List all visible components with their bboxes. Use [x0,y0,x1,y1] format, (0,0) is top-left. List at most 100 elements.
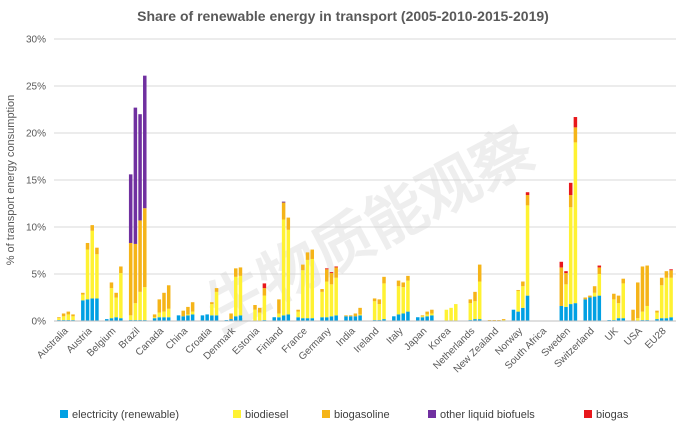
legend-label: other liquid biofuels [440,409,535,421]
bar-segment [205,314,209,321]
bar-segment [81,294,85,301]
bar-segment [568,207,573,305]
bar-segment [325,317,329,321]
bar-segment [525,195,530,206]
bar-segment [176,315,181,321]
bar-segment [166,317,171,321]
bar-segment [109,318,114,321]
bar-segment [253,305,257,310]
bar-segment [588,295,592,298]
bar-segment [157,312,162,318]
bar-segment [320,291,324,318]
bar-segment [525,192,530,196]
y-tick-labels: 0% 5% 10% 15% 20% 25% 30% [26,35,46,328]
bar-segment [281,315,286,321]
bar-segment [358,314,362,316]
bar-segment [296,311,300,318]
bar-segment [296,317,300,321]
bar-segment [430,313,434,316]
bar-segment [597,295,602,321]
bar-segment [477,319,482,321]
bar-segment [406,311,410,321]
bar-segment [473,301,477,320]
bar-segment [66,314,71,321]
bar-segment [238,267,243,276]
bar-segment [516,289,520,291]
bar-segment [229,319,233,321]
bar-segment [372,298,377,302]
bar-segment [162,292,166,312]
bar-segment [645,265,649,306]
bar-segment [645,305,649,321]
bar-segment [616,303,621,319]
x-tick-label: EU28 [643,326,669,352]
bar-segment [396,280,401,287]
bars [57,75,673,321]
chart-title: Share of renewable energy in transport (… [137,8,549,24]
bar-segment [186,315,190,321]
bar-segment [659,318,664,321]
bar-segment [406,275,410,281]
y-axis-label: % of transport energy consumption [5,95,17,266]
bar-segment [234,316,238,321]
bar-segment [85,242,90,250]
bar-segment [468,299,473,304]
bar-segment [286,229,291,315]
bar-segment [516,290,520,312]
x-tick-label: USA [622,326,645,349]
bar-segment [377,304,382,321]
bar-segment [109,282,114,289]
bar-segment [669,317,673,321]
bar-segment [392,316,396,321]
bar-segment [348,315,353,317]
bar-segment [621,318,625,321]
bar-segment [564,284,568,307]
bar-segment [573,127,578,143]
bar-segment [114,292,118,298]
bar-segment [90,230,94,299]
bar-segment [559,261,564,268]
legend-label: biogasoline [334,409,390,421]
bar-segment [521,286,525,308]
bar-segment [568,195,573,208]
bar-segment [616,295,621,304]
bar-segment [66,311,71,315]
bar-segment [85,299,90,321]
bar-segment [334,315,338,321]
bar-segment [143,75,147,209]
bar-segment [71,316,75,321]
bar-segment [166,308,171,318]
bar-segment [454,304,458,321]
legend-label: biodiesel [245,409,288,421]
bar-segment [128,315,133,321]
bar-segment [305,259,310,319]
bar-segment [559,305,564,321]
bar-segment [473,319,477,321]
bar-segment [564,273,568,285]
bar-segment [636,282,640,319]
bar-segment [257,312,262,321]
bar-segment [468,303,473,321]
bar-segment [444,309,449,321]
bar-segment [588,297,592,321]
bar-segment [190,311,195,315]
bar-segment [329,284,334,317]
bar-segment [669,269,673,271]
bar-segment [85,249,90,300]
bar-segment [234,276,238,317]
bar-segment [592,286,597,293]
bar-segment [301,270,305,319]
bar-segment [612,299,616,321]
x-tick-label: UK [603,326,621,344]
y-tick-label: 15% [26,176,46,187]
bar-segment [310,249,314,259]
bar-segment [81,292,85,295]
bar-segment [396,314,401,321]
bar-segment [277,299,281,314]
bar-segment [358,307,362,315]
bar-segment [592,296,597,321]
bar-segment [286,217,291,230]
bar-segment [416,317,420,321]
bar-segment [669,277,673,318]
bar-segment [157,317,162,321]
